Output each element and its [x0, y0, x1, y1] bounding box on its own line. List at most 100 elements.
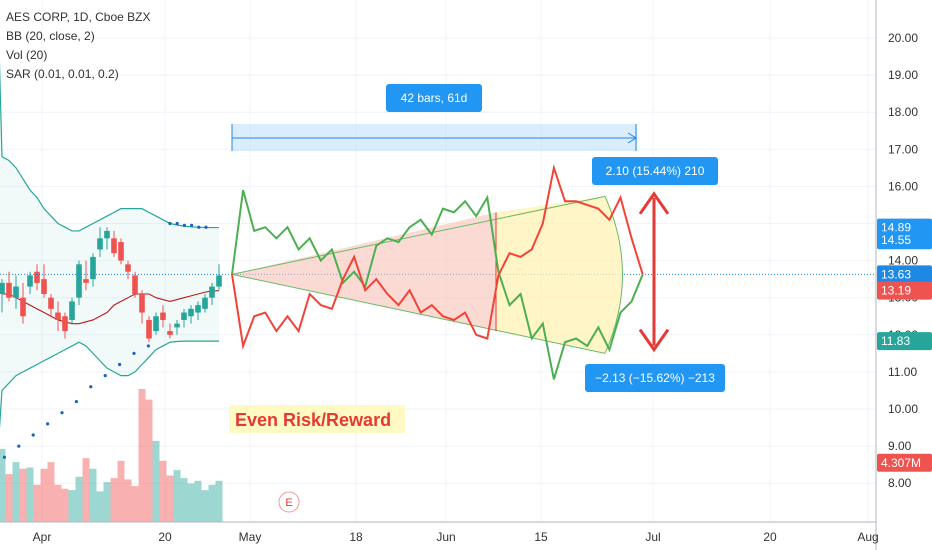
up-label-text: 2.10 (15.44%) 210	[606, 164, 705, 178]
bb-upper-line	[0, 60, 219, 232]
candle-body	[6, 282, 12, 298]
earnings-marker-text: E	[285, 497, 292, 509]
legend: AES CORP, 1D, Cboe BZX BB (20, close, 2)…	[6, 8, 151, 84]
candle-body	[146, 319, 152, 339]
candle-body	[174, 323, 180, 328]
price-badge-label: 4.307M	[881, 456, 921, 470]
projection[interactable]	[231, 163, 670, 380]
up-label-pill	[592, 157, 718, 185]
y-tick-label: 20.00	[888, 31, 918, 45]
price-badge	[877, 265, 932, 284]
volume-bars	[0, 389, 223, 522]
x-tick-label: May	[239, 530, 262, 544]
candle-body	[160, 312, 166, 320]
sar-dot	[2, 455, 6, 459]
volume-bar	[103, 482, 111, 522]
volume-bar	[54, 484, 62, 522]
candle-body	[118, 242, 124, 261]
volume-bar	[145, 399, 153, 522]
candle-body	[125, 264, 131, 272]
candle-body	[76, 264, 82, 298]
legend-bb[interactable]: BB (20, close, 2)	[6, 29, 95, 43]
volume-bar	[75, 476, 83, 522]
y-tick-label: 9.00	[888, 439, 912, 453]
fan-edge-upper	[231, 195, 606, 275]
sar-dot	[31, 433, 35, 437]
candle-body	[139, 293, 145, 313]
candle-body	[27, 275, 33, 287]
legend-vol[interactable]: Vol (20)	[6, 48, 48, 62]
range-arrow-up-head	[638, 191, 670, 215]
candle-body	[202, 297, 208, 309]
volume-bar	[96, 491, 104, 522]
volume-bar	[138, 389, 146, 522]
volume-bar	[187, 483, 195, 522]
bars-label-text: 42 bars, 61d	[401, 91, 468, 105]
price-badge	[877, 332, 932, 351]
volume-bar	[40, 468, 48, 522]
candle-body	[111, 238, 117, 254]
date-range-arrow	[627, 132, 637, 144]
price-badge-label: 14.89	[881, 221, 911, 235]
sar-dot	[197, 225, 201, 229]
volume-bar	[26, 467, 34, 522]
earnings-marker	[278, 491, 300, 513]
sar-dot	[118, 362, 122, 367]
legend-sar[interactable]: SAR (0.01, 0.01, 0.2)	[6, 67, 119, 81]
candle-body	[48, 297, 54, 309]
sar-dot	[46, 422, 50, 426]
price-badge-label: 11.83	[881, 334, 910, 348]
sar-dot	[17, 444, 21, 448]
volume-bar	[159, 460, 167, 522]
y-tick-label: 19.00	[888, 68, 918, 82]
candle-body	[83, 279, 89, 283]
candle-body	[132, 275, 138, 294]
y-tick-label: 8.00	[888, 476, 912, 490]
candle-body	[195, 305, 201, 313]
sar-dot	[103, 374, 107, 378]
y-tick-label: 17.00	[888, 142, 918, 156]
candle-body	[153, 316, 159, 332]
volume-bar	[47, 462, 55, 522]
x-tick-label: Jul	[645, 530, 660, 544]
volume-bar	[12, 462, 20, 522]
y-tick-label: 16.00	[888, 179, 918, 193]
sar-dot	[175, 221, 179, 226]
candle-body	[216, 275, 222, 287]
x-tick-label: 20	[763, 530, 777, 544]
volume-bar	[117, 460, 125, 522]
x-tick-label: Jun	[436, 530, 455, 544]
price-badge-label: 13.19	[881, 284, 911, 298]
note-text: Even Risk/Reward	[235, 410, 391, 430]
price-badge-label: 13.63	[881, 267, 911, 281]
annotations[interactable]: 42 bars, 61d 2.10 (15.44%) 210 −2.13 (−15.…	[229, 84, 725, 513]
sar-dot	[204, 225, 208, 229]
x-tick-label: 18	[349, 530, 363, 544]
legend-symbol[interactable]: AES CORP, 1D, Cboe BZX	[6, 10, 151, 24]
volume-bar	[68, 490, 76, 522]
candle-body	[20, 297, 26, 317]
y-tick-label: 11.00	[888, 365, 917, 379]
candle-body	[13, 286, 19, 298]
fan-red-zone	[232, 212, 496, 332]
sar-dot	[168, 221, 172, 226]
price-badge	[877, 231, 932, 250]
y-tick-label: 10.00	[888, 402, 918, 416]
candles	[0, 227, 876, 343]
y-tick-label: 14.00	[888, 254, 918, 268]
sar-dot	[89, 385, 93, 389]
volume-bar	[0, 448, 6, 522]
green-path-line	[231, 189, 644, 380]
volume-bar	[194, 480, 202, 522]
volume-bar	[201, 490, 209, 522]
volume-bar	[61, 488, 69, 522]
y-tick-label: 18.00	[888, 105, 918, 119]
volume-bar	[110, 478, 118, 522]
fan-yellow-zone	[496, 196, 623, 354]
down-label-pill	[585, 364, 725, 392]
sar-dot	[132, 351, 136, 355]
volume-bar	[215, 480, 223, 522]
candle-body	[62, 316, 68, 332]
